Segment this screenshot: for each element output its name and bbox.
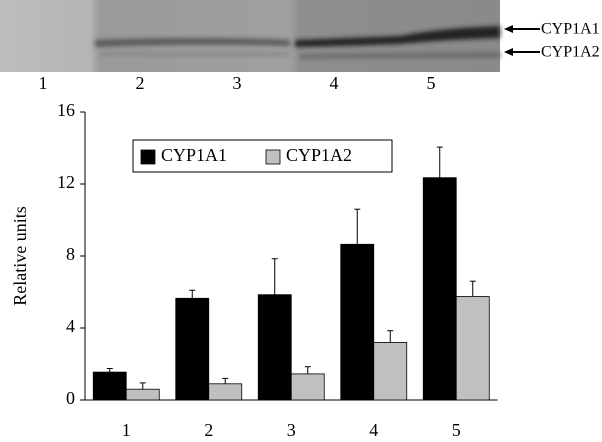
bar	[257, 294, 292, 401]
y-tick-label: 0	[66, 388, 75, 408]
x-tick-label: 1	[122, 420, 131, 440]
error-bar	[304, 366, 311, 374]
lane-label: 5	[427, 73, 436, 93]
bar	[373, 341, 408, 401]
bar	[175, 297, 210, 401]
bar	[455, 296, 490, 401]
bar	[290, 373, 325, 401]
lane-label: 4	[330, 73, 339, 93]
bar	[92, 371, 127, 401]
legend-box	[132, 139, 393, 173]
legend-label: CYP1A2	[286, 145, 352, 165]
lane-label: 1	[39, 73, 48, 93]
bar	[340, 243, 375, 401]
x-tick-label: 2	[204, 420, 213, 440]
band-label: CYP1A2	[541, 44, 600, 61]
error-bar	[222, 377, 229, 384]
bar	[208, 383, 243, 401]
blot-image	[0, 0, 500, 72]
y-tick-label: 8	[66, 244, 75, 264]
lane-label: 2	[136, 73, 145, 93]
error-bar	[189, 289, 196, 299]
bar	[125, 388, 160, 401]
legend-swatch	[265, 149, 281, 165]
arrow-head	[504, 48, 513, 56]
error-bar	[271, 258, 278, 295]
y-axis-label: Relative units	[10, 206, 30, 305]
error-bar	[106, 368, 113, 373]
arrow-head	[504, 25, 513, 33]
band-label: CYP1A1	[541, 21, 600, 38]
error-bar	[354, 208, 361, 245]
lane-label: 3	[233, 73, 242, 93]
x-tick-label: 4	[369, 420, 378, 440]
bar	[422, 177, 457, 401]
legend-label: CYP1A1	[161, 145, 227, 165]
error-bar	[139, 382, 146, 390]
x-tick-label: 3	[287, 420, 296, 440]
x-tick-label: 5	[452, 420, 461, 440]
y-tick-label: 16	[57, 100, 75, 120]
error-bar	[469, 280, 476, 297]
legend-swatch	[140, 149, 156, 165]
error-bar	[387, 330, 394, 343]
error-bar	[436, 146, 443, 178]
y-tick-label: 4	[66, 316, 75, 336]
y-tick-label: 12	[57, 172, 75, 192]
